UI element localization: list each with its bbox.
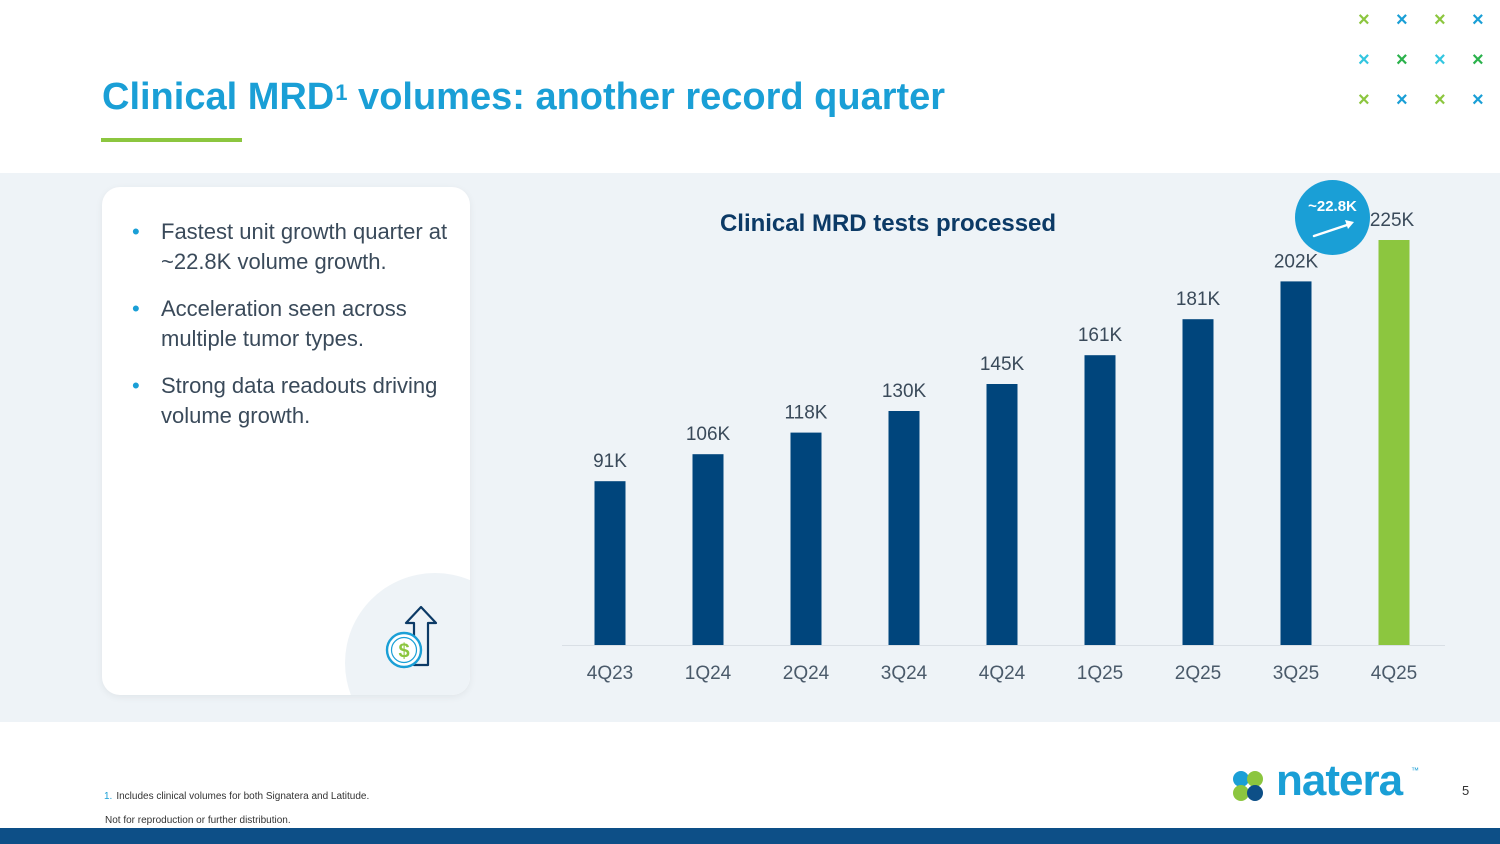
bullet-item: Strong data readouts driving volume grow…	[132, 371, 452, 431]
data-label-4Q23: 91K	[593, 451, 627, 472]
data-label-3Q25: 202K	[1274, 251, 1319, 272]
x-mark: ×	[1358, 49, 1370, 71]
data-label-3Q24: 130K	[882, 381, 927, 402]
x-mark: ×	[1472, 89, 1484, 111]
page-title-main: Clinical MRD	[102, 76, 335, 118]
x-tick-3Q24: 3Q24	[881, 663, 928, 684]
bar-4Q24	[986, 384, 1018, 645]
x-mark: ×	[1358, 89, 1370, 111]
bar-1Q25	[1084, 355, 1116, 645]
bar-3Q24	[888, 411, 920, 645]
dollar-growth-icon: $	[385, 605, 438, 669]
bar-3Q25	[1280, 281, 1312, 645]
natera-logo: natera ™	[1228, 756, 1428, 810]
data-label-1Q24: 106K	[686, 424, 731, 445]
footnote-text: Includes clinical volumes for both Signa…	[116, 791, 370, 802]
data-label-2Q25: 181K	[1176, 289, 1221, 310]
x-mark: ×	[1358, 9, 1370, 31]
x-tick-1Q25: 1Q25	[1077, 663, 1123, 684]
page-title: Clinical MRD1 volumes: another record qu…	[102, 76, 945, 119]
footnote-number: 1.	[104, 791, 113, 802]
bottom-bar	[0, 828, 1500, 844]
x-mark: ×	[1396, 89, 1408, 111]
title-underline	[101, 138, 242, 142]
bullet-item: Fastest unit growth quarter at ~22.8K vo…	[132, 217, 452, 277]
natera-logo-icon	[1233, 771, 1263, 801]
bar-4Q25	[1378, 240, 1410, 645]
highlights-card: Fastest unit growth quarter at ~22.8K vo…	[102, 187, 470, 695]
data-label-4Q25: 225K	[1370, 210, 1415, 231]
growth-badge-label: ~22.8K	[1308, 198, 1357, 215]
x-mark: ×	[1434, 9, 1446, 31]
data-label-1Q25: 161K	[1078, 325, 1123, 346]
x-mark: ×	[1434, 49, 1446, 71]
bullet-item: Acceleration seen across multiple tumor …	[132, 294, 452, 354]
x-tick-1Q24: 1Q24	[685, 663, 732, 684]
disclaimer: Not for reproduction or further distribu…	[105, 815, 291, 826]
logo-trademark: ™	[1411, 766, 1419, 775]
page-number: 5	[1462, 783, 1470, 798]
bar-4Q23	[594, 481, 626, 645]
page-title-rest: volumes: another record quarter	[347, 76, 946, 118]
logo-wordmark: natera	[1276, 756, 1403, 805]
x-mark: ×	[1472, 9, 1484, 31]
bar-2Q24	[790, 432, 822, 645]
data-label-4Q24: 145K	[980, 354, 1025, 375]
chart-title: Clinical MRD tests processed	[719, 210, 1057, 237]
x-mark: ×	[1396, 9, 1408, 31]
bar-1Q24	[692, 454, 724, 645]
x-mark: ×	[1396, 49, 1408, 71]
x-tick-4Q23: 4Q23	[587, 663, 633, 684]
data-label-2Q24: 118K	[785, 403, 828, 424]
x-tick-4Q25: 4Q25	[1371, 663, 1417, 684]
growth-badge: ~22.8K	[1295, 180, 1370, 255]
bar-chart: 91K 4Q23 106K 1Q24 118K 2Q24 130K 3Q24 145K 4Q24 1…	[562, 210, 1445, 684]
bar-2Q25	[1182, 319, 1214, 645]
x-tick-2Q24: 2Q24	[783, 663, 830, 684]
x-tick-2Q25: 2Q25	[1175, 663, 1221, 684]
x-mark: ×	[1472, 49, 1484, 71]
svg-text:$: $	[398, 641, 409, 663]
title-footnote-marker: 1	[335, 80, 348, 105]
x-mark: ×	[1434, 89, 1446, 111]
x-pattern-icon: × × × × × × × × × × × ×	[1352, 8, 1496, 116]
trend-arrow-icon	[1312, 220, 1354, 238]
x-tick-4Q24: 4Q24	[979, 663, 1026, 684]
x-tick-3Q25: 3Q25	[1273, 663, 1319, 684]
bullet-list: Fastest unit growth quarter at ~22.8K vo…	[132, 217, 452, 448]
footnote: 1. Includes clinical volumes for both Sig…	[104, 791, 369, 802]
